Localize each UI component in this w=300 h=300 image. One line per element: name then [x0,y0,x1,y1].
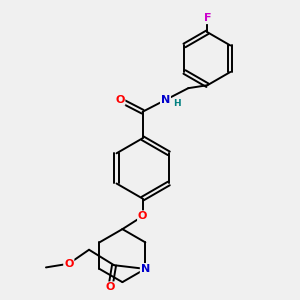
Text: N: N [161,95,170,105]
Text: F: F [204,13,211,23]
Text: N: N [141,264,150,274]
Text: H: H [173,99,180,108]
Text: O: O [106,282,115,292]
Text: O: O [115,95,124,105]
Text: O: O [64,259,74,269]
Text: O: O [138,211,147,221]
